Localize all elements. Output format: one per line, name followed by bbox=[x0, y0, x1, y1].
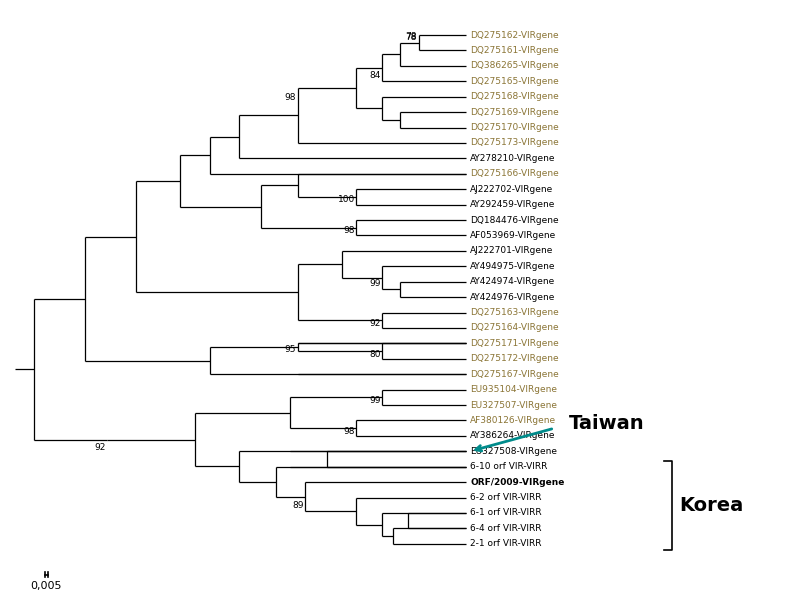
Text: 2-1 orf VIR-VIRR: 2-1 orf VIR-VIRR bbox=[470, 539, 542, 548]
Text: DQ275170-VIRgene: DQ275170-VIRgene bbox=[470, 123, 559, 132]
Text: 92: 92 bbox=[369, 319, 380, 328]
Text: AY278210-VIRgene: AY278210-VIRgene bbox=[470, 154, 556, 163]
Text: DQ275162-VIRgene: DQ275162-VIRgene bbox=[470, 30, 559, 39]
Text: AJ222701-VIRgene: AJ222701-VIRgene bbox=[470, 247, 553, 256]
Text: 6-4 orf VIR-VIRR: 6-4 orf VIR-VIRR bbox=[470, 524, 542, 533]
Text: Korea: Korea bbox=[679, 496, 744, 515]
Text: EU327508-VIRgene: EU327508-VIRgene bbox=[470, 447, 557, 456]
Text: DQ275168-VIRgene: DQ275168-VIRgene bbox=[470, 92, 559, 101]
Text: DQ275166-VIRgene: DQ275166-VIRgene bbox=[470, 170, 559, 179]
Text: 84: 84 bbox=[369, 70, 380, 80]
Text: DQ275172-VIRgene: DQ275172-VIRgene bbox=[470, 354, 559, 364]
Text: 89: 89 bbox=[292, 500, 303, 509]
Text: DQ275164-VIRgene: DQ275164-VIRgene bbox=[470, 324, 559, 333]
Text: AY424974-VIRgene: AY424974-VIRgene bbox=[470, 277, 555, 286]
Text: AJ222702-VIRgene: AJ222702-VIRgene bbox=[470, 184, 553, 193]
Text: 6-10 orf VIR-VIRR: 6-10 orf VIR-VIRR bbox=[470, 462, 547, 471]
Text: 6-1 orf VIR-VIRR: 6-1 orf VIR-VIRR bbox=[470, 509, 542, 518]
Text: AF053969-VIRgene: AF053969-VIRgene bbox=[470, 231, 556, 240]
Text: 98: 98 bbox=[343, 427, 354, 436]
Text: 6-2 orf VIR-VIRR: 6-2 orf VIR-VIRR bbox=[470, 493, 542, 502]
Text: 99: 99 bbox=[369, 279, 380, 288]
Text: DQ184476-VIRgene: DQ184476-VIRgene bbox=[470, 216, 559, 224]
Text: EU327507-VIRgene: EU327507-VIRgene bbox=[470, 401, 557, 410]
Text: 0,005: 0,005 bbox=[31, 581, 62, 591]
Text: 99: 99 bbox=[369, 396, 380, 405]
Text: AY292459-VIRgene: AY292459-VIRgene bbox=[470, 200, 556, 209]
Text: DQ275173-VIRgene: DQ275173-VIRgene bbox=[470, 139, 559, 147]
Text: 92: 92 bbox=[94, 443, 105, 452]
Text: 100: 100 bbox=[338, 195, 354, 204]
Text: AY424976-VIRgene: AY424976-VIRgene bbox=[470, 293, 556, 301]
Text: EU935104-VIRgene: EU935104-VIRgene bbox=[470, 385, 557, 394]
Text: AY494975-VIRgene: AY494975-VIRgene bbox=[470, 262, 556, 271]
Text: 95: 95 bbox=[285, 345, 296, 354]
Text: AY386264-VIRgene: AY386264-VIRgene bbox=[470, 432, 556, 441]
Text: DQ386265-VIRgene: DQ386265-VIRgene bbox=[470, 61, 559, 70]
Text: DQ275169-VIRgene: DQ275169-VIRgene bbox=[470, 107, 559, 116]
Text: 78: 78 bbox=[406, 33, 417, 42]
Text: DQ275161-VIRgene: DQ275161-VIRgene bbox=[470, 46, 559, 55]
Text: 80: 80 bbox=[369, 350, 380, 359]
Text: 98: 98 bbox=[285, 93, 296, 101]
Text: 78: 78 bbox=[406, 32, 417, 41]
Text: ORF/2009-VIRgene: ORF/2009-VIRgene bbox=[470, 478, 564, 487]
Text: Taiwan: Taiwan bbox=[569, 414, 645, 433]
Text: AF380126-VIRgene: AF380126-VIRgene bbox=[470, 416, 556, 425]
Text: DQ275171-VIRgene: DQ275171-VIRgene bbox=[470, 339, 559, 348]
Text: DQ275165-VIRgene: DQ275165-VIRgene bbox=[470, 77, 559, 86]
Text: 98: 98 bbox=[343, 226, 354, 235]
Text: DQ275163-VIRgene: DQ275163-VIRgene bbox=[470, 308, 559, 317]
Text: DQ275167-VIRgene: DQ275167-VIRgene bbox=[470, 370, 559, 378]
